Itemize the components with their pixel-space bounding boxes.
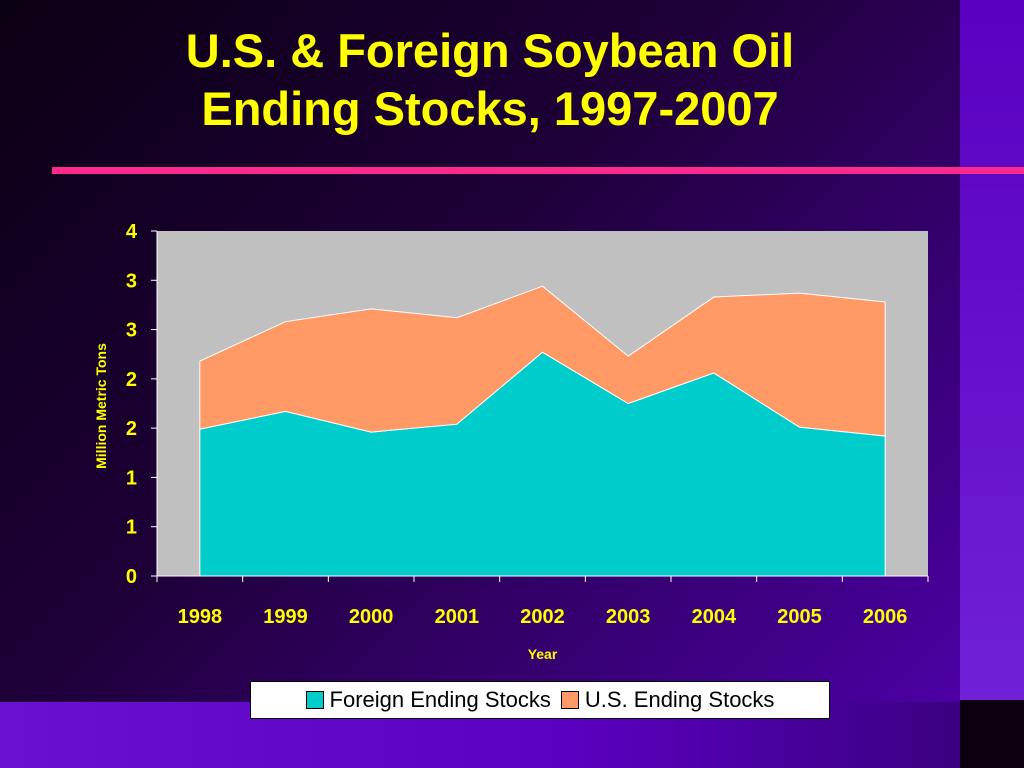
y-tick-label: 1 bbox=[126, 517, 137, 539]
y-axis-title: Million Metric Tons bbox=[93, 343, 109, 469]
x-tick-label: 2004 bbox=[692, 606, 737, 628]
y-tick-label: 2 bbox=[126, 369, 137, 391]
y-tick-label: 3 bbox=[126, 320, 137, 342]
x-tick-label: 2006 bbox=[863, 606, 908, 628]
legend-label: Foreign Ending Stocks bbox=[329, 687, 551, 712]
slide-title-line-2: Ending Stocks, 1997-2007 bbox=[201, 82, 779, 135]
y-tick-label: 3 bbox=[126, 270, 137, 292]
y-tick-label: 2 bbox=[126, 418, 137, 440]
legend-swatch bbox=[305, 691, 324, 709]
legend-swatch bbox=[560, 691, 579, 709]
legend-label: U.S. Ending Stocks bbox=[584, 687, 775, 712]
y-tick-label: 4 bbox=[126, 221, 138, 243]
series-area-u-s-ending-stocks bbox=[199, 285, 886, 437]
legend-item: Foreign Ending Stocks bbox=[305, 687, 551, 713]
x-tick-label: 2001 bbox=[435, 606, 480, 628]
x-tick-label: 2000 bbox=[349, 606, 394, 628]
y-tick-label: 0 bbox=[126, 566, 137, 588]
x-axis-title: Year bbox=[528, 646, 558, 662]
corner-block bbox=[960, 700, 1024, 768]
x-tick-label: 1998 bbox=[178, 606, 223, 628]
x-tick-label: 2005 bbox=[777, 606, 822, 628]
x-tick-label: 2003 bbox=[606, 606, 651, 628]
chart-legend: Foreign Ending Stocks U.S. Ending Stocks bbox=[250, 681, 830, 719]
right-accent-band bbox=[960, 0, 1024, 700]
slide-title: U.S. & Foreign Soybean Oil Ending Stocks… bbox=[40, 22, 940, 138]
x-tick-label: 2002 bbox=[520, 606, 565, 628]
slide-title-line-1: U.S. & Foreign Soybean Oil bbox=[185, 24, 795, 77]
x-tick-label: 1999 bbox=[263, 606, 308, 628]
legend-item: U.S. Ending Stocks bbox=[560, 687, 775, 713]
title-divider bbox=[52, 167, 1024, 174]
y-tick-label: 1 bbox=[126, 467, 137, 489]
